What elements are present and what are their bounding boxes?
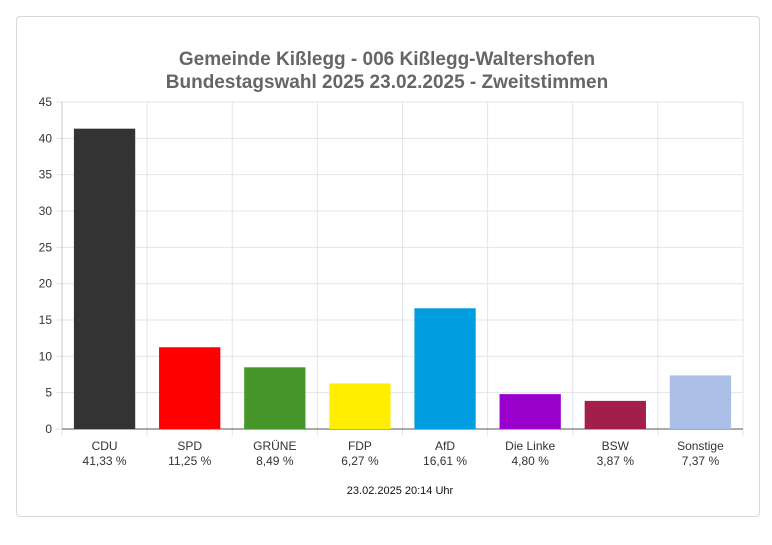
bar-value-label: 4,80 % (512, 454, 550, 468)
bar-value-label: 3,87 % (597, 454, 635, 468)
y-tick-label: 35 (39, 168, 53, 182)
x-category-label: SPD (177, 439, 202, 453)
timestamp-footer: 23.02.2025 20:14 Uhr (347, 485, 454, 497)
bar-value-label: 8,49 % (256, 454, 294, 468)
x-category-label: FDP (348, 439, 372, 453)
bar-fdp[interactable] (329, 383, 391, 429)
bar-value-label: 16,61 % (423, 454, 467, 468)
bar-value-label: 41,33 % (83, 454, 127, 468)
bar-cdu[interactable] (73, 128, 136, 429)
y-tick-label: 15 (39, 313, 53, 327)
bar-bsw[interactable] (584, 400, 646, 429)
x-category-label: GRÜNE (253, 439, 296, 453)
bar-value-label: 7,37 % (682, 454, 720, 468)
y-tick-label: 0 (45, 422, 52, 436)
chart-subtitle: Bundestagswahl 2025 23.02.2025 - Zweitst… (166, 72, 608, 93)
x-category-label: AfD (435, 439, 455, 453)
chart-title: Gemeinde Kißlegg - 006 Kißlegg-Waltersho… (179, 49, 595, 70)
y-tick-label: 30 (39, 204, 53, 218)
bar-afd[interactable] (414, 308, 476, 429)
x-category-label: CDU (92, 439, 118, 453)
y-tick-label: 40 (39, 131, 53, 145)
y-tick-label: 45 (39, 95, 53, 109)
bar-spd[interactable] (159, 347, 221, 429)
bar-value-label: 11,25 % (168, 454, 211, 468)
bar-grüne[interactable] (244, 367, 306, 429)
x-category-label: Sonstige (677, 439, 724, 453)
x-category-label: BSW (602, 439, 630, 453)
chart-card (16, 16, 760, 517)
y-tick-label: 5 (45, 386, 52, 400)
bar-die-linke[interactable] (499, 394, 561, 429)
y-tick-label: 10 (39, 349, 53, 363)
bar-value-label: 6,27 % (341, 454, 379, 468)
y-tick-label: 20 (39, 277, 53, 291)
y-tick-label: 25 (39, 240, 53, 254)
x-category-label: Die Linke (505, 439, 555, 453)
bar-sonstige[interactable] (669, 375, 732, 429)
